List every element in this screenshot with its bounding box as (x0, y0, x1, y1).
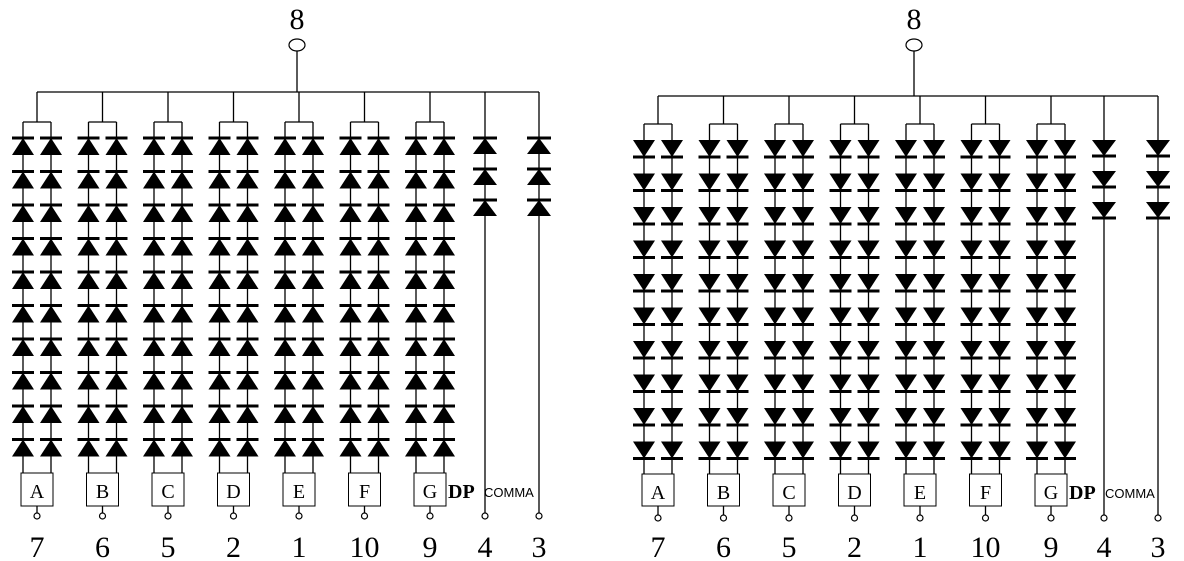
pin-number: 9 (423, 531, 438, 561)
segment-box (969, 473, 1002, 507)
segment-g: G9 (1026, 96, 1076, 561)
segment-label: F (359, 481, 370, 503)
pin-terminal (295, 512, 303, 520)
segment-e: E1 (895, 96, 945, 561)
segment-box (282, 472, 316, 507)
segment-box (641, 473, 675, 507)
segment-box (217, 472, 250, 507)
segment-box (413, 472, 447, 507)
segment-label: B (96, 481, 109, 503)
segment-c: C5 (143, 92, 193, 561)
pin-terminal (1100, 514, 1108, 522)
segment-a: A7 (633, 96, 683, 561)
pin-terminal (426, 512, 434, 520)
segment-box (707, 473, 740, 507)
pin-number: 1 (292, 531, 307, 561)
segment-comma: 3 (1146, 96, 1170, 561)
pin-number: 4 (478, 531, 493, 561)
pin-number: 2 (226, 531, 241, 561)
pin-number: 7 (651, 531, 666, 561)
pin-terminal (164, 512, 172, 520)
pin-number: 5 (161, 531, 176, 561)
segment-box (838, 473, 871, 507)
dp-label: DP (1069, 482, 1096, 504)
segment-label: C (782, 482, 795, 504)
pin-number: 10 (350, 531, 380, 561)
pin-terminal (1154, 514, 1162, 522)
segment-label: F (980, 482, 991, 504)
pin-number: 1 (913, 531, 928, 561)
pin-terminal (785, 514, 793, 522)
segment-dp: 4 (473, 92, 497, 561)
pin-terminal (535, 512, 543, 520)
dp-label: DP (448, 481, 475, 503)
segment-c: C5 (764, 96, 814, 561)
segment-e: E1 (274, 92, 324, 561)
pin-terminal (98, 512, 107, 520)
pin-terminal (719, 514, 728, 522)
segment-b: B6 (698, 96, 749, 561)
segment-comma: 3 (527, 92, 551, 561)
pin-terminal (981, 514, 990, 522)
pin-terminal (916, 514, 924, 522)
pin-number: 5 (782, 531, 797, 561)
segment-label: A (30, 481, 45, 503)
pin-number: 6 (95, 531, 110, 561)
pin-terminal (1047, 514, 1055, 522)
segment-label: D (226, 481, 240, 503)
pin-terminal (360, 512, 369, 520)
segment-a: A7 (12, 92, 62, 561)
segment-label: E (293, 481, 305, 503)
pin-terminal (654, 514, 662, 522)
pin-number: 7 (30, 531, 45, 561)
pin-terminal (481, 512, 489, 520)
segment-label: G (1044, 482, 1058, 504)
segment-label: A (651, 482, 666, 504)
segment-d: D2 (208, 92, 259, 561)
pin-number: 3 (1151, 531, 1166, 561)
segment-label: B (717, 482, 730, 504)
pin-number: 4 (1097, 531, 1112, 561)
pin-terminal (33, 512, 41, 520)
pin-terminal (229, 512, 238, 520)
comma-label: COMMA (1105, 486, 1155, 501)
common-pin-label: 8 (907, 3, 922, 36)
pin-number: 6 (716, 531, 731, 561)
pin-number: 9 (1044, 531, 1059, 561)
segment-g: G9 (405, 92, 455, 561)
common-pin-label: 8 (290, 3, 305, 36)
segment-d: D2 (829, 96, 880, 561)
segment-label: G (423, 481, 437, 503)
segment-label: C (161, 481, 174, 503)
segment-box (348, 472, 381, 507)
segment-label: E (914, 482, 926, 504)
common-pin-terminal (905, 38, 923, 52)
segment-label: D (847, 482, 861, 504)
pin-terminal (850, 514, 859, 522)
comma-label: COMMA (484, 485, 534, 500)
pin-number: 3 (532, 531, 547, 561)
segment-box (1034, 473, 1068, 507)
segment-f: F 10 (339, 92, 390, 561)
segment-f: F 10 (960, 96, 1011, 561)
segment-dp: 4 (1092, 96, 1116, 561)
pin-number: 2 (847, 531, 862, 561)
common-pin-terminal (288, 38, 306, 52)
segment-b: B6 (77, 92, 128, 561)
pin-number: 10 (971, 531, 1001, 561)
